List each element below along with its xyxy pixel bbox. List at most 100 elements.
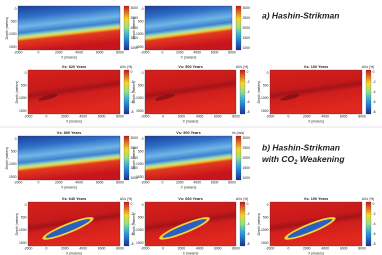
colorbar-label: ΔVs (%) xyxy=(236,65,248,69)
colorbar-tick-label: -8 xyxy=(247,110,250,114)
colorbar-tick-label: 2500 xyxy=(131,146,139,150)
y-tick-label: 0 xyxy=(25,203,27,207)
x-tick-label: 6000 xyxy=(98,246,106,250)
x-tick-label: 6000 xyxy=(214,246,222,250)
y-tick-label: 0 xyxy=(15,137,17,141)
colorbar-tick-label: 1500 xyxy=(131,36,139,40)
x-tick-label: 4000 xyxy=(196,114,204,118)
axes-frame xyxy=(144,5,233,51)
y-tick-label: 1500 xyxy=(136,175,144,179)
colorbar-tick-label: -2 xyxy=(373,212,376,216)
colorbar-tick-label: -4 xyxy=(247,90,250,94)
colorbar-tick-label: 0 xyxy=(373,70,375,74)
colorbar-label: ΔVs (%) xyxy=(362,65,374,69)
x-tick-label: 0 xyxy=(37,50,39,54)
y-tick-label: 500 xyxy=(11,20,17,24)
y-axis-label: Depth (meters) xyxy=(5,17,9,40)
y-tick-label: 0 xyxy=(15,7,17,11)
y-tick-label: 1500 xyxy=(19,241,27,245)
colorbar-tick-label: 0 xyxy=(131,202,133,206)
section-label: b) Hashin-Strikman xyxy=(262,142,340,152)
y-tick-label: 1000 xyxy=(261,228,269,232)
section-label: with CO2 Weakening xyxy=(262,154,345,165)
y-tick-label: 500 xyxy=(138,150,144,154)
axes-frame xyxy=(269,201,363,247)
colorbar-tick-label: 2000 xyxy=(131,156,139,160)
colorbar-tick-label: -2 xyxy=(131,80,134,84)
colorbar-tick-label: -6 xyxy=(131,232,134,236)
x-tick-label: -2000 xyxy=(141,246,150,250)
x-tick-label: 6000 xyxy=(96,180,104,184)
label-subscript: 2 xyxy=(293,160,298,166)
colorbar-tick-label: -2 xyxy=(247,212,250,216)
x-tick-label: 4000 xyxy=(321,246,329,250)
x-tick-label: 4000 xyxy=(79,246,87,250)
y-tick-label: 500 xyxy=(21,84,27,88)
colorbar-tick-label: 2500 xyxy=(243,146,251,150)
colorbar-tick-label: -2 xyxy=(131,212,134,216)
y-axis-label: Depth (meters) xyxy=(257,81,261,104)
x-tick-label: 4000 xyxy=(321,114,329,118)
colorbar-tick-label: 1000 xyxy=(243,46,251,50)
plume-core xyxy=(287,218,333,238)
y-tick-label: 1000 xyxy=(136,96,144,100)
y-tick-label: 500 xyxy=(138,84,144,88)
colorbar xyxy=(235,5,242,51)
x-tick-label: 8000 xyxy=(116,114,124,118)
x-axis-label: X (meters) xyxy=(66,119,82,123)
x-axis-label: X (meters) xyxy=(308,251,324,255)
x-tick-label: 8000 xyxy=(116,246,124,250)
colorbar-label: Vs (m/s) xyxy=(232,131,245,135)
y-axis-label: Depth (meters) xyxy=(132,147,136,170)
panel-title: Vs: 100 Years xyxy=(304,197,328,201)
x-tick-label: 0 xyxy=(162,114,164,118)
panel-title: Vs: 660 Years xyxy=(178,197,202,201)
colorbar-label: ΔVs (%) xyxy=(120,65,132,69)
colorbar-tick-label: 3000 xyxy=(243,136,251,140)
colorbar-tick-label: -6 xyxy=(247,232,250,236)
colorbar-tick-label: 3000 xyxy=(131,6,139,10)
x-tick-label: 6000 xyxy=(211,180,219,184)
colorbar-tick-label: 1500 xyxy=(243,36,251,40)
y-tick-label: 1500 xyxy=(261,241,269,245)
x-tick-label: 4000 xyxy=(75,180,83,184)
x-tick-label: 0 xyxy=(287,114,289,118)
x-axis-label: X (meters) xyxy=(181,55,197,59)
colorbar-tick-label: 2500 xyxy=(131,16,139,20)
colorbar-tick-label: 1500 xyxy=(131,166,139,170)
colorbar-tick-label: -4 xyxy=(373,90,376,94)
x-tick-label: 6000 xyxy=(98,114,106,118)
y-tick-label: 1500 xyxy=(19,109,27,113)
heatmap xyxy=(145,136,232,180)
plume-core xyxy=(45,218,91,238)
axes-frame xyxy=(144,69,237,115)
x-tick-label: 8000 xyxy=(228,180,236,184)
colorbar-tick-label: 3000 xyxy=(243,6,251,10)
y-tick-label: 1500 xyxy=(136,109,144,113)
colorbar xyxy=(239,201,246,247)
x-axis-label: X (meters) xyxy=(183,119,199,123)
colorbar-tick-label: 2000 xyxy=(131,26,139,30)
colorbar-label: ΔVs (%) xyxy=(236,197,248,201)
axes-frame xyxy=(27,69,121,115)
x-tick-label: 6000 xyxy=(340,246,348,250)
colorbar-tick-label: -2 xyxy=(373,80,376,84)
y-tick-label: 1000 xyxy=(9,162,17,166)
colorbar-tick-label: -2 xyxy=(247,80,250,84)
x-tick-label: 6000 xyxy=(211,50,219,54)
colorbar xyxy=(235,135,242,181)
colorbar-tick-label: -4 xyxy=(247,222,250,226)
y-tick-label: 1500 xyxy=(136,45,144,49)
y-tick-label: 500 xyxy=(263,84,269,88)
axes-frame xyxy=(144,135,233,181)
x-tick-label: 6000 xyxy=(340,114,348,118)
x-tick-label: 2000 xyxy=(178,246,186,250)
x-tick-label: 4000 xyxy=(196,246,204,250)
colorbar-tick-label: -4 xyxy=(131,90,134,94)
colorbar-tick-label: 0 xyxy=(247,70,249,74)
axes-frame xyxy=(144,201,237,247)
x-tick-label: 2000 xyxy=(55,180,63,184)
y-tick-label: 1000 xyxy=(9,32,17,36)
x-tick-label: 8000 xyxy=(358,114,366,118)
colorbar-tick-label: -6 xyxy=(373,100,376,104)
